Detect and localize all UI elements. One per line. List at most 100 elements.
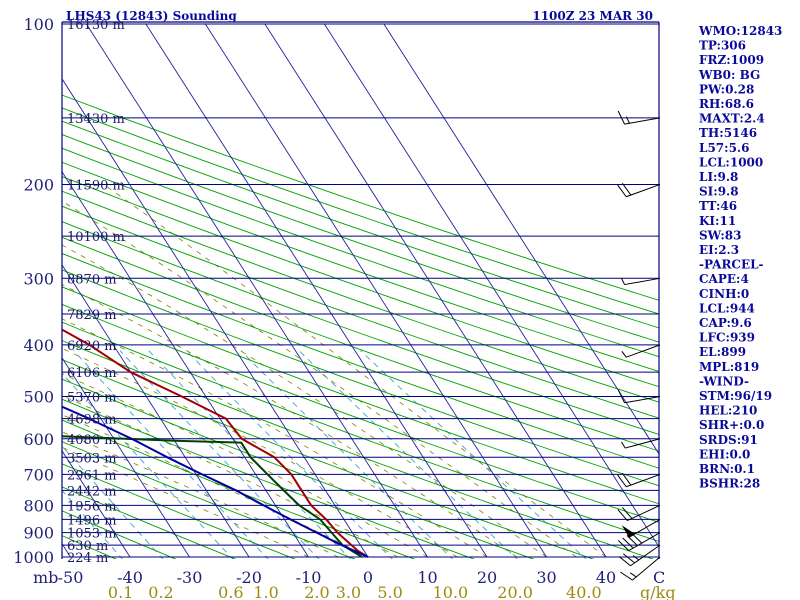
- index-line: CAPE:4: [699, 272, 749, 286]
- index-line: WB0: BG: [698, 68, 760, 82]
- wind-barb: [617, 110, 661, 125]
- height-label: 13430 m: [67, 112, 125, 127]
- dry-adiabat-line: [62, 147, 659, 358]
- height-label: 11590 m: [67, 178, 125, 193]
- index-line: -PARCEL-: [699, 258, 764, 272]
- mixing-ratio-unit-label: g/kg: [640, 583, 676, 600]
- pressure-tick-label: 800: [23, 496, 54, 515]
- height-label: 224 m: [67, 551, 108, 566]
- pressure-tick-label: 300: [23, 269, 54, 288]
- moist-adiabat-line: [62, 244, 547, 558]
- isotherm-line: [62, 171, 309, 558]
- dry-adiabat-line: [62, 107, 659, 315]
- isotherm-line: [205, 23, 547, 558]
- height-label: 630 m: [67, 539, 108, 554]
- dry-adiabat-line: [62, 378, 535, 559]
- wind-barb: [620, 556, 661, 581]
- dry-adiabat-line: [62, 303, 659, 523]
- index-line: SI:9.8: [699, 185, 739, 199]
- isobars: [62, 23, 659, 558]
- height-label: 5370 m: [67, 391, 117, 406]
- dry-adiabat-line: [62, 236, 659, 452]
- index-line: CAP:9.6: [699, 316, 752, 330]
- mixing-ratio-line: [62, 372, 234, 559]
- index-line: KI:11: [699, 214, 736, 228]
- mixing-ratio-tick-label: 3.0: [336, 583, 361, 600]
- sounding-profiles: [62, 328, 369, 558]
- wind-barb: [620, 277, 661, 286]
- wind-barb: [618, 532, 661, 552]
- height-label: 1956 m: [67, 499, 117, 514]
- dry-adiabat-line: [62, 190, 659, 403]
- mixing-ratio-tick-label: 20.0: [497, 583, 533, 600]
- isotherm-line: [62, 263, 250, 558]
- height-label: 16130 m: [67, 18, 125, 33]
- wind-barb: [617, 472, 661, 488]
- mixing-ratio-tick-label: 40.0: [566, 583, 602, 600]
- series-temperature-line: [62, 328, 369, 558]
- index-line: CINH:0: [699, 287, 749, 301]
- pressure-axis-labels: 100 200 300 400 500 600 700 800 900 1000: [13, 15, 54, 567]
- dry-adiabat-line: [62, 463, 297, 559]
- grid-lines: [62, 23, 659, 559]
- pressure-tick-label: 700: [23, 465, 54, 484]
- wind-barb: [618, 544, 661, 567]
- index-line: TH:5146: [699, 126, 757, 140]
- pressure-tick-label: 100: [23, 15, 54, 34]
- pressure-axis-unit-label: mb: [33, 568, 58, 587]
- mixing-ratio-axis-labels: 0.1 0.2 0.6 1.0 2.0 3.0 5.0 10.0 20.0 40.0: [108, 583, 602, 600]
- temperature-tick-label: 10: [417, 568, 437, 587]
- index-line: BRN:0.1: [699, 462, 755, 476]
- pressure-tick-label: 900: [23, 524, 54, 543]
- wind-barb: [621, 344, 661, 358]
- index-line: LFC:939: [699, 331, 755, 345]
- isotherm-line: [62, 356, 190, 558]
- height-label: 8870 m: [67, 272, 117, 287]
- dry-adiabat-line: [62, 486, 237, 559]
- mixing-ratio-tick-label: 0.6: [218, 583, 243, 600]
- index-line: WMO:12843: [698, 24, 782, 38]
- dry-adiabats: [62, 94, 659, 559]
- temperature-tick-label: 0: [363, 568, 373, 587]
- isotherm-line: [264, 23, 607, 558]
- wind-barb: [621, 518, 661, 538]
- dry-adiabat-line: [62, 398, 476, 559]
- mixing-ratio-line: [62, 489, 124, 559]
- isotherms: [62, 23, 659, 558]
- wind-barb: [617, 182, 661, 198]
- temperature-tick-label: -20: [236, 568, 262, 587]
- dry-adiabat-line: [62, 205, 659, 419]
- index-line: BSHR:28: [699, 477, 760, 491]
- height-label: 6920 m: [67, 339, 117, 354]
- index-line: LI:9.8: [699, 170, 738, 184]
- index-line: EHI:0.0: [699, 447, 750, 461]
- index-line: RH:68.6: [699, 97, 754, 111]
- temperature-axis-unit-label: C: [653, 568, 665, 587]
- index-line: HEL:210: [699, 404, 757, 418]
- dry-adiabat-line: [62, 441, 356, 559]
- height-label: 3503 m: [67, 451, 117, 466]
- pressure-tick-label: 600: [23, 430, 54, 449]
- dry-adiabat-line: [62, 134, 659, 343]
- index-line: TP:306: [699, 39, 746, 53]
- temperature-tick-label: -40: [117, 568, 143, 587]
- dry-adiabat-line: [62, 252, 659, 469]
- index-line: LCL:944: [699, 301, 755, 315]
- dry-adiabat-line: [62, 269, 659, 487]
- mixing-ratio-line: [186, 350, 393, 559]
- isotherm-line: [324, 23, 659, 548]
- mixing-ratio-tick-label: 1.0: [253, 583, 278, 600]
- mixing-ratio-tick-label: 0.1: [108, 583, 133, 600]
- dry-adiabat-line: [62, 120, 659, 329]
- wind-barb: [617, 389, 661, 404]
- mixing-ratio-line: [148, 350, 352, 559]
- height-label: 6106 m: [67, 366, 117, 381]
- pressure-tick-label: 500: [23, 388, 54, 407]
- mixing-ratio-tick-label: 10.0: [433, 583, 469, 600]
- mixing-ratio-line: [119, 350, 320, 559]
- index-line: EL:899: [699, 345, 746, 359]
- temperature-tick-label: 30: [536, 568, 556, 587]
